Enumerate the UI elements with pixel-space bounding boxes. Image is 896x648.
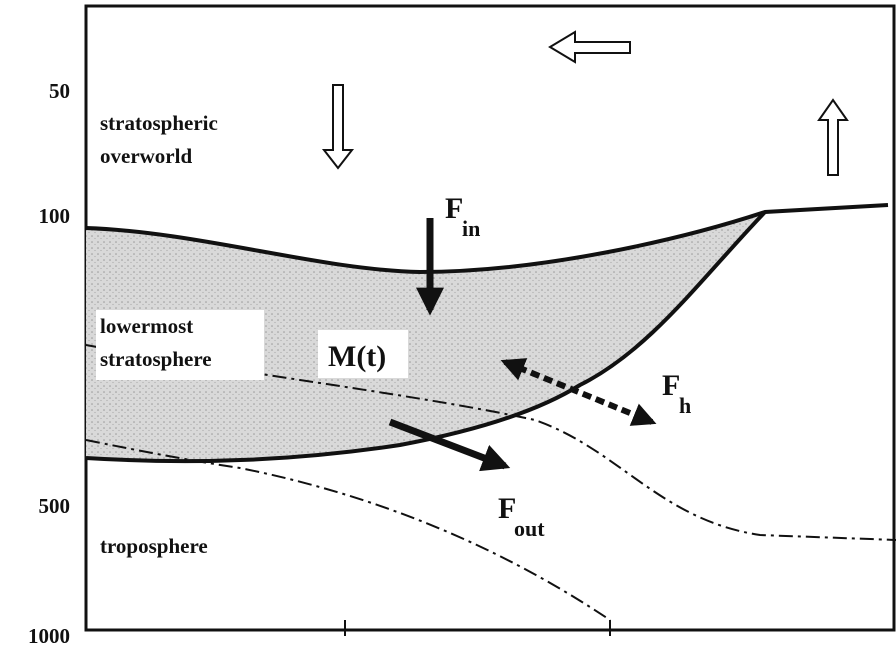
- flux-subscript: in: [462, 216, 480, 241]
- flux-subscript: out: [514, 516, 545, 541]
- flux-symbol: F: [445, 192, 463, 225]
- tick-label: 50: [49, 79, 70, 103]
- region-label: overworld: [100, 144, 192, 168]
- tick-label: 100: [39, 204, 71, 228]
- region-label: stratosphere: [100, 347, 212, 371]
- region-label: lowermost: [100, 314, 193, 338]
- hollow-arrow: [324, 85, 352, 168]
- diagram: 50 100 500 1000 stratospheric overworld …: [0, 0, 896, 648]
- mass-label: M(t): [328, 340, 386, 373]
- region-label: stratospheric: [100, 111, 218, 135]
- flux-symbol: F: [662, 369, 680, 402]
- hollow-arrow: [819, 100, 847, 175]
- region-label: troposphere: [100, 534, 208, 558]
- tick-label: 500: [39, 494, 71, 518]
- tick-label: 1000: [28, 624, 70, 648]
- hollow-arrow: [550, 32, 630, 62]
- flux-subscript: h: [679, 393, 691, 418]
